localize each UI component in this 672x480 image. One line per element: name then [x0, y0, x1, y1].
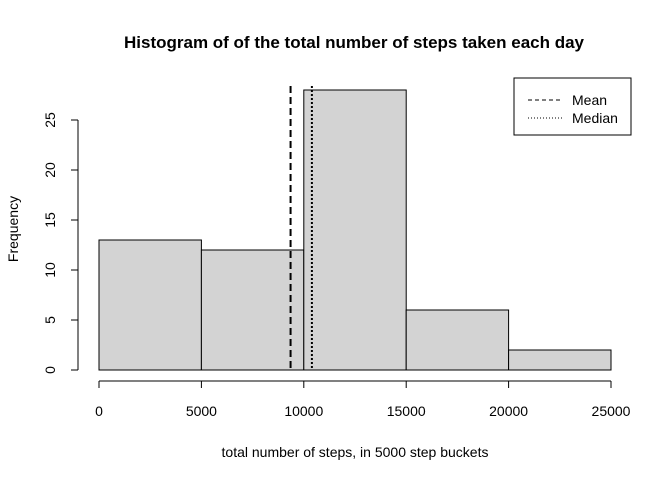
histogram-bar-4	[508, 349, 612, 371]
y-tick-label: 25	[42, 112, 58, 128]
legend: Mean Median	[513, 77, 632, 136]
bars-group	[98, 89, 612, 371]
y-axis-label: Frequency	[5, 196, 21, 262]
x-axis-label: total number of steps, in 5000 step buck…	[222, 444, 489, 460]
y-tick-label: 5	[42, 316, 58, 324]
x-axis: 0 5000 10000 15000 20000 25000	[95, 380, 631, 419]
histogram-bar-0	[98, 239, 202, 371]
reference-lines-group	[289, 86, 313, 370]
x-tick-label: 10000	[284, 403, 323, 419]
histogram-bar-2	[303, 89, 407, 371]
y-tick-label: 0	[42, 366, 58, 374]
y-tick-label: 20	[42, 162, 58, 178]
x-tick-label: 5000	[186, 403, 217, 419]
x-tick-label: 20000	[489, 403, 528, 419]
x-tick-label: 0	[95, 403, 103, 419]
histogram-bar-1	[200, 249, 305, 371]
x-tick-label: 25000	[592, 403, 631, 419]
y-tick-label: 15	[42, 212, 58, 228]
chart-title: Histogram of of the total number of step…	[124, 33, 585, 52]
histogram-bar-3	[405, 309, 510, 371]
y-axis: 0 5 10 15 20 25	[42, 112, 79, 374]
y-tick-label: 10	[42, 262, 58, 278]
legend-label-mean: Mean	[572, 92, 607, 108]
legend-label-median: Median	[572, 110, 618, 126]
legend-box	[513, 77, 632, 136]
x-tick-label: 15000	[387, 403, 426, 419]
